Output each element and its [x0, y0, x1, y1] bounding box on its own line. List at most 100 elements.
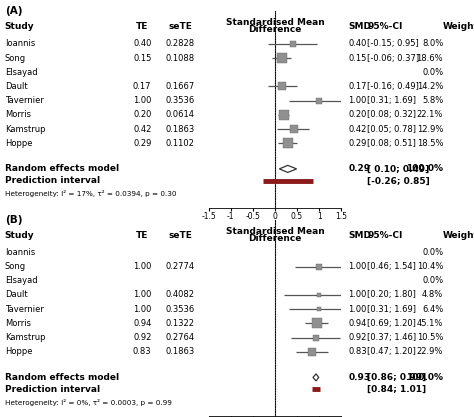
Text: 0.29: 0.29	[133, 139, 151, 148]
Text: [-0.26; 0.85]: [-0.26; 0.85]	[367, 176, 430, 186]
Text: 0.94: 0.94	[348, 319, 367, 328]
Text: 1.00: 1.00	[348, 262, 367, 271]
Text: 0.1088: 0.1088	[165, 53, 195, 63]
Text: [0.84; 1.01]: [0.84; 1.01]	[367, 385, 427, 394]
Text: [0.69; 1.20]: [0.69; 1.20]	[367, 319, 416, 328]
Text: Prediction interval: Prediction interval	[5, 385, 100, 394]
Text: 0.1863: 0.1863	[165, 125, 195, 133]
Text: Study: Study	[5, 231, 34, 240]
Text: Kamstrup: Kamstrup	[5, 333, 45, 342]
Text: 0.17: 0.17	[348, 82, 367, 91]
Text: 22.1%: 22.1%	[417, 111, 443, 119]
Text: 0.40: 0.40	[348, 39, 367, 48]
Text: SMD: SMD	[348, 231, 372, 240]
Text: (B): (B)	[5, 215, 22, 225]
Text: (A): (A)	[5, 6, 22, 16]
Text: 95%-CI: 95%-CI	[367, 23, 403, 31]
Text: 22.9%: 22.9%	[417, 347, 443, 356]
Text: 0.0%: 0.0%	[422, 248, 443, 257]
Text: 45.1%: 45.1%	[417, 319, 443, 328]
Text: Elsayad: Elsayad	[5, 68, 37, 77]
Text: Prediction interval: Prediction interval	[5, 176, 100, 186]
Text: 10.5%: 10.5%	[417, 333, 443, 342]
Text: 0.42: 0.42	[133, 125, 151, 133]
Text: seTE: seTE	[168, 231, 192, 240]
Text: 0.40: 0.40	[133, 39, 151, 48]
Text: 0.1102: 0.1102	[166, 139, 194, 148]
Text: Difference: Difference	[248, 234, 301, 243]
Text: Morris: Morris	[5, 319, 31, 328]
Text: Heterogeneity: I² = 17%, τ² = 0.0394, p = 0.30: Heterogeneity: I² = 17%, τ² = 0.0394, p …	[5, 190, 176, 197]
Text: [0.05; 0.78]: [0.05; 0.78]	[367, 125, 416, 133]
Text: Tavernier: Tavernier	[5, 96, 44, 105]
Text: [0.08; 0.51]: [0.08; 0.51]	[367, 139, 416, 148]
Text: 0.1322: 0.1322	[165, 319, 195, 328]
Text: Study: Study	[5, 23, 34, 31]
Text: Morris: Morris	[5, 111, 31, 119]
Text: 0.3536: 0.3536	[165, 305, 195, 314]
Text: TE: TE	[136, 23, 148, 31]
Text: [0.37; 1.46]: [0.37; 1.46]	[367, 333, 417, 342]
Text: 0.29: 0.29	[348, 164, 371, 173]
Text: Kamstrup: Kamstrup	[5, 125, 45, 133]
Text: Song: Song	[5, 53, 26, 63]
Text: Heterogeneity: I² = 0%, τ² = 0.0003, p = 0.99: Heterogeneity: I² = 0%, τ² = 0.0003, p =…	[5, 399, 172, 406]
Text: 0.94: 0.94	[133, 319, 151, 328]
Text: 0.17: 0.17	[133, 82, 152, 91]
Text: Difference: Difference	[248, 25, 301, 34]
Text: TE: TE	[136, 231, 148, 240]
Text: Ioannis: Ioannis	[5, 248, 35, 257]
Text: [ 0.10; 0.49]: [ 0.10; 0.49]	[367, 164, 429, 173]
Text: 0.2828: 0.2828	[165, 39, 195, 48]
Text: [0.08; 0.32]: [0.08; 0.32]	[367, 111, 416, 119]
Polygon shape	[313, 374, 319, 381]
Text: 100.0%: 100.0%	[406, 373, 443, 382]
Text: 0.0614: 0.0614	[165, 111, 195, 119]
Polygon shape	[279, 166, 297, 173]
Text: 0.1863: 0.1863	[165, 347, 195, 356]
Text: 95%-CI: 95%-CI	[367, 231, 403, 240]
Text: 0.2764: 0.2764	[165, 333, 195, 342]
Text: [-0.06; 0.37]: [-0.06; 0.37]	[367, 53, 419, 63]
Text: Random effects model: Random effects model	[5, 164, 119, 173]
Text: 1.00: 1.00	[348, 291, 367, 299]
Text: 6.4%: 6.4%	[422, 305, 443, 314]
Text: 0.15: 0.15	[133, 53, 151, 63]
Text: Random effects model: Random effects model	[5, 373, 119, 382]
Text: SMD: SMD	[348, 23, 372, 31]
Text: Standardised Mean: Standardised Mean	[226, 226, 324, 236]
Text: 18.6%: 18.6%	[417, 53, 443, 63]
Text: 1.00: 1.00	[348, 96, 367, 105]
Text: 0.1667: 0.1667	[165, 82, 195, 91]
Text: 0.83: 0.83	[133, 347, 152, 356]
Text: Weight: Weight	[443, 23, 474, 31]
Text: 5.8%: 5.8%	[422, 96, 443, 105]
Text: 0.0%: 0.0%	[422, 68, 443, 77]
Text: 0.0%: 0.0%	[422, 276, 443, 285]
Text: 0.3536: 0.3536	[165, 96, 195, 105]
Text: 0.83: 0.83	[348, 347, 367, 356]
Text: 18.5%: 18.5%	[417, 139, 443, 148]
Text: Ioannis: Ioannis	[5, 39, 35, 48]
Text: 1.00: 1.00	[133, 262, 151, 271]
Text: 1.00: 1.00	[133, 305, 151, 314]
Text: 0.2774: 0.2774	[165, 262, 195, 271]
Text: [0.46; 1.54]: [0.46; 1.54]	[367, 262, 416, 271]
Text: 100.0%: 100.0%	[406, 164, 443, 173]
Text: 14.2%: 14.2%	[417, 82, 443, 91]
Text: 0.20: 0.20	[133, 111, 151, 119]
Text: seTE: seTE	[168, 23, 192, 31]
Text: 0.93: 0.93	[348, 373, 371, 382]
Text: Tavernier: Tavernier	[5, 305, 44, 314]
Text: 0.92: 0.92	[348, 333, 367, 342]
Text: Elsayad: Elsayad	[5, 276, 37, 285]
Text: [0.20; 1.80]: [0.20; 1.80]	[367, 291, 416, 299]
Text: [-0.16; 0.49]: [-0.16; 0.49]	[367, 82, 419, 91]
Text: 10.4%: 10.4%	[417, 262, 443, 271]
Text: Dault: Dault	[5, 82, 27, 91]
Text: [0.31; 1.69]: [0.31; 1.69]	[367, 305, 416, 314]
Text: [0.31; 1.69]: [0.31; 1.69]	[367, 96, 416, 105]
Text: 0.29: 0.29	[348, 139, 367, 148]
Text: 0.4082: 0.4082	[165, 291, 195, 299]
Text: 1.00: 1.00	[133, 96, 151, 105]
